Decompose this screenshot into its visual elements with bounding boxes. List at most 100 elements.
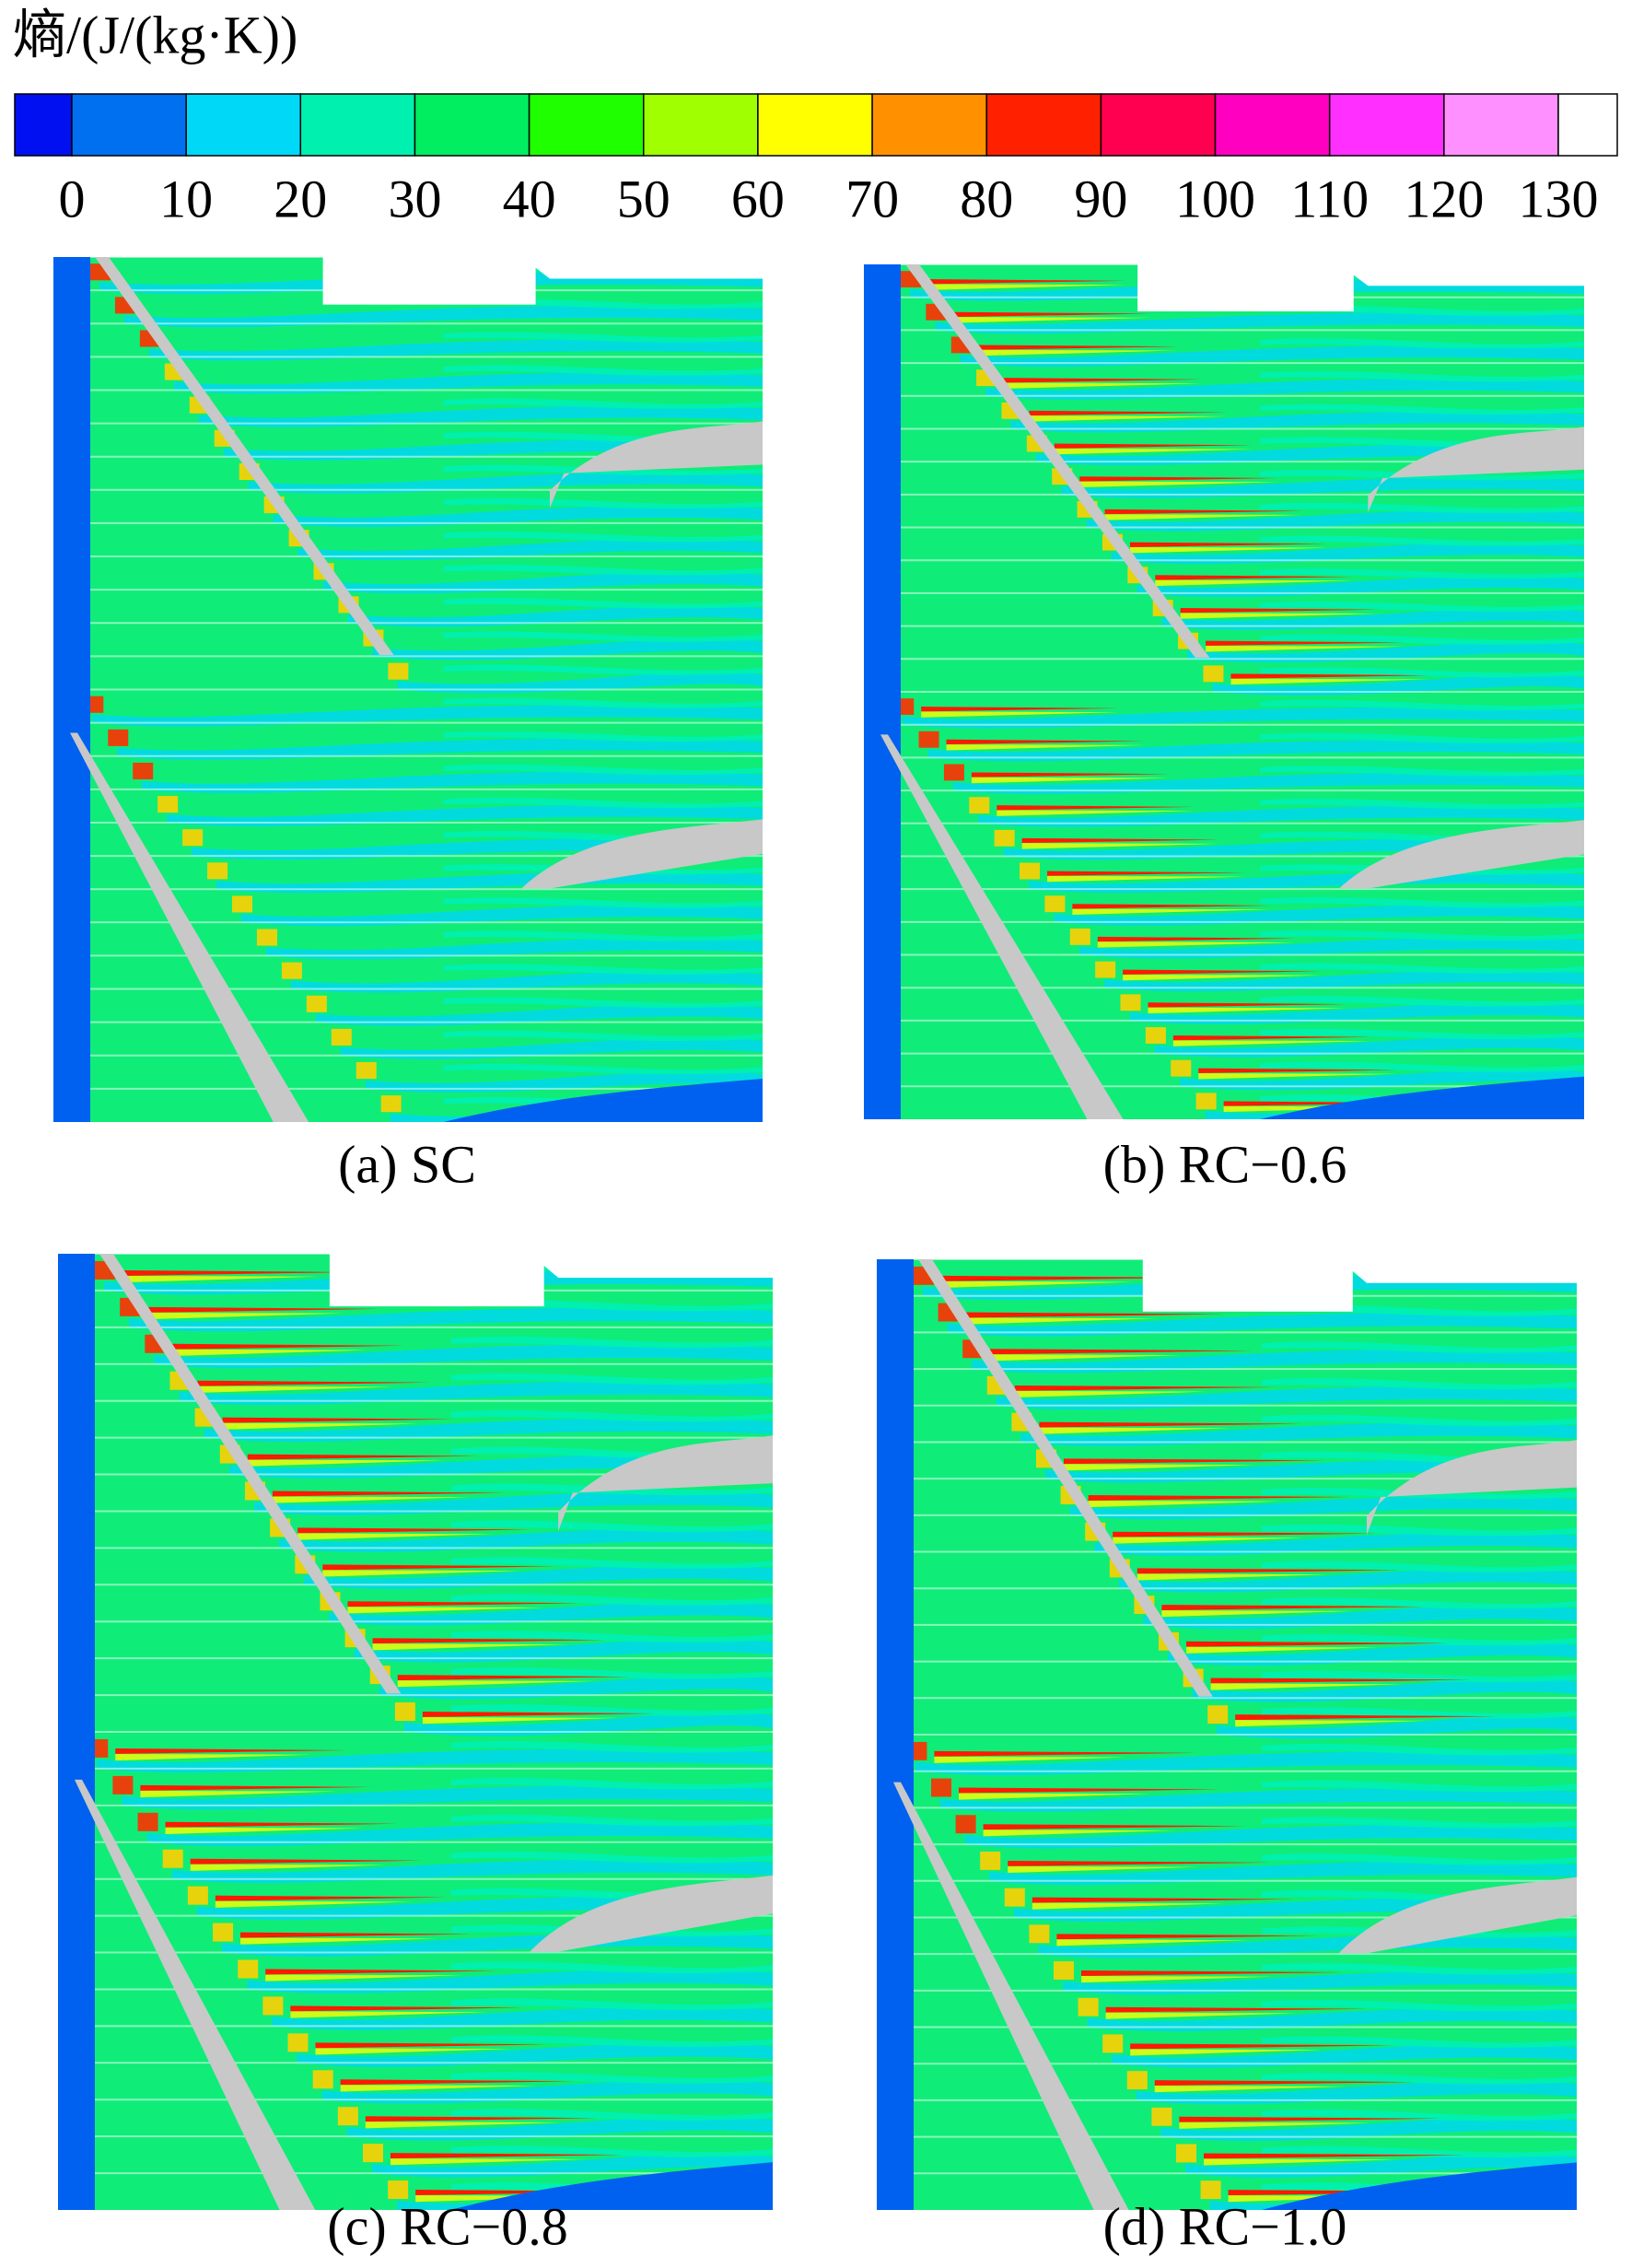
loss-halo (422, 1717, 619, 1724)
loss-streak (1072, 904, 1270, 909)
wake (290, 971, 763, 993)
loss-streak (1081, 1970, 1343, 1976)
wake (123, 306, 763, 328)
wake (297, 2043, 773, 2067)
panel-caption: (d) RC−1.0 (1103, 2196, 1347, 2256)
loss-halo (315, 2048, 512, 2055)
colorbar-segment (1557, 93, 1618, 157)
loss-halo (272, 1496, 469, 1503)
loss-streak (1137, 1568, 1399, 1574)
wake (1129, 1002, 1584, 1025)
loss-streak (1210, 1678, 1473, 1684)
loss-streak (997, 805, 1195, 811)
hot-spot (1126, 2071, 1148, 2090)
wake (935, 312, 1584, 334)
wake-core (443, 631, 763, 642)
loss-streak (953, 311, 1151, 318)
wake (915, 1751, 1577, 1776)
notch-2 (329, 1254, 544, 1307)
loss-streak (946, 739, 1145, 745)
wake-core (1262, 1670, 1577, 1682)
wake (117, 738, 763, 760)
hot-spot (133, 762, 154, 780)
wake-core (450, 2109, 773, 2121)
loss-halo (240, 1937, 437, 1945)
wake-core (1262, 2109, 1577, 2122)
wake (1054, 904, 1584, 926)
loss-streak (1047, 871, 1245, 876)
hot-spot (232, 895, 252, 913)
loss-halo (197, 1385, 394, 1393)
wake-core (1260, 732, 1584, 743)
loss-streak (1021, 837, 1220, 844)
hot-spot (955, 1815, 976, 1834)
wake-core (443, 532, 763, 543)
loss-streak (941, 1275, 1203, 1281)
hot-spot (1176, 2144, 1196, 2163)
blade-row-1 (905, 264, 1210, 658)
hot-spot (994, 829, 1015, 847)
loss-halo (1180, 613, 1379, 619)
wake-core (1260, 929, 1584, 941)
outlet-zone (1262, 2162, 1577, 2210)
wake-core (443, 598, 763, 609)
wake (129, 1307, 773, 1332)
loss-halo (1235, 1720, 1428, 1727)
wake (989, 1861, 1577, 1886)
inlet-zone (864, 264, 901, 1119)
wake (903, 707, 1584, 729)
panel-caption: (c) RC−0.8 (327, 2196, 567, 2256)
wake (978, 805, 1584, 827)
loss-halo (115, 1753, 312, 1761)
hot-spot (157, 796, 179, 813)
wake (1078, 937, 1584, 959)
loss-halo (172, 1349, 369, 1356)
colorbar-tick-label: 20 (274, 169, 327, 228)
colorbar-segment (985, 93, 1102, 157)
hot-spot (363, 2144, 383, 2163)
loss-halo (147, 1312, 344, 1320)
wake (173, 372, 763, 394)
colorbar-segment (1100, 93, 1217, 157)
wake-core (1262, 1817, 1577, 1829)
loss-streak (347, 1601, 580, 1607)
wake-core (443, 664, 763, 675)
wake-core (450, 1520, 773, 1532)
hot-spot (388, 662, 409, 680)
colorbar-tick-label: 30 (388, 169, 441, 228)
wake-core (443, 365, 763, 376)
wake-core (1260, 799, 1584, 810)
hot-spot (1195, 1093, 1217, 1110)
inlet-zone (877, 1259, 914, 2210)
wake-core (450, 1373, 773, 1385)
wake (379, 1675, 773, 1700)
wake-core (443, 731, 763, 742)
loss-halo (1155, 579, 1353, 587)
wake-core (1260, 535, 1584, 546)
loss-halo (928, 284, 1126, 290)
loss-halo (1137, 1573, 1329, 1581)
loss-streak (197, 1380, 430, 1386)
loss-halo (1021, 843, 1220, 849)
colorbar-tick-label: 120 (1404, 169, 1484, 228)
wake-core (1260, 766, 1584, 777)
wake-core (450, 1409, 773, 1422)
loss-streak (315, 2042, 548, 2049)
hot-spot (108, 729, 129, 746)
wake (1143, 1605, 1577, 1630)
loss-streak (959, 1787, 1220, 1794)
loss-halo (1148, 1007, 1346, 1014)
hot-spot (394, 1702, 415, 1722)
colorbar-segment (14, 93, 73, 157)
wake (92, 705, 763, 727)
loss-streak (921, 707, 1119, 712)
hot-spot (1069, 928, 1090, 945)
wake-core (1262, 1707, 1577, 1719)
loss-halo (983, 1830, 1175, 1837)
wake-core (443, 997, 763, 1008)
wake-core (1260, 338, 1584, 349)
loss-streak (978, 345, 1177, 350)
wake (1168, 1642, 1577, 1666)
loss-streak (990, 1349, 1253, 1355)
wake (1212, 673, 1584, 696)
